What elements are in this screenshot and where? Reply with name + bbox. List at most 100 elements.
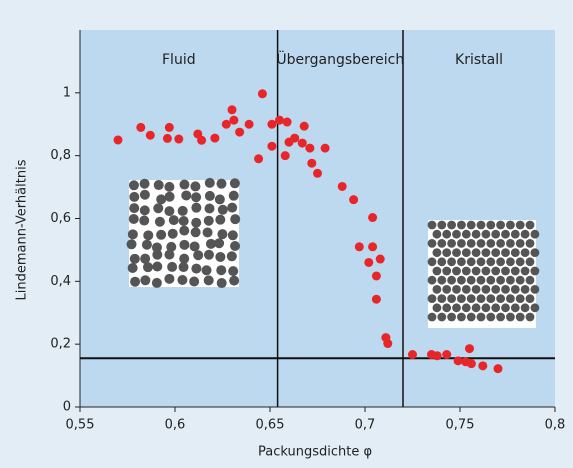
inset-dot <box>491 229 501 239</box>
inset-dot <box>496 312 505 322</box>
point <box>257 89 267 99</box>
inset-dot <box>442 266 452 276</box>
inset-dot <box>476 220 486 230</box>
inset-dot <box>204 177 215 188</box>
inset-dot <box>164 206 175 217</box>
inset-dot <box>127 262 138 273</box>
y-tick-label: 0 <box>63 400 71 415</box>
inset-dot <box>437 312 447 322</box>
inset-dot <box>437 257 447 267</box>
inset-dot <box>501 303 510 313</box>
inset-dot <box>153 180 164 191</box>
inset-dot <box>476 312 486 322</box>
inset-dot <box>217 229 228 240</box>
inset-dot <box>491 285 501 294</box>
point <box>442 350 452 360</box>
inset-dot <box>452 248 461 257</box>
inset-dot <box>167 228 178 239</box>
inset-dot <box>203 215 214 226</box>
inset-dot <box>442 248 452 257</box>
inset-dot <box>179 179 190 190</box>
inset-dot <box>457 312 466 322</box>
inset-dot <box>452 303 461 313</box>
inset-dot <box>177 205 188 216</box>
inset-dot <box>510 248 520 257</box>
inset-dot <box>215 214 226 225</box>
inset-dot <box>486 239 496 248</box>
point <box>368 242 378 252</box>
point <box>453 356 463 366</box>
inset-dot <box>525 275 535 285</box>
inset-dot <box>457 294 466 303</box>
inset-dot <box>191 192 202 203</box>
inset-dot <box>466 257 476 267</box>
point <box>371 294 381 304</box>
inset-dot <box>461 266 471 276</box>
inset-dot <box>501 266 510 276</box>
inset-dot <box>432 248 442 257</box>
inset-dot <box>520 303 530 313</box>
inset-dot <box>471 303 481 313</box>
inset-dot <box>191 202 202 213</box>
inset-dot <box>510 229 520 239</box>
inset-dot <box>457 275 466 285</box>
x-axis-label: Packungsdichte φ <box>258 445 372 460</box>
point <box>145 130 155 140</box>
inset-dot <box>230 240 241 251</box>
point <box>162 133 172 143</box>
inset-dot <box>140 275 151 286</box>
point <box>235 127 245 137</box>
inset-dot <box>164 181 175 192</box>
point <box>275 115 284 125</box>
inset-dot <box>427 220 437 230</box>
inset-dot <box>139 215 150 226</box>
x-tick-label: 0,55 <box>66 418 95 433</box>
inset-dot <box>447 294 456 303</box>
inset-dot <box>129 253 140 264</box>
inset-dot <box>230 214 241 225</box>
inset-dot <box>457 257 466 267</box>
point <box>280 151 290 161</box>
point <box>408 350 417 360</box>
inset-dot <box>229 275 240 286</box>
inset-dot <box>501 285 510 294</box>
point <box>307 158 317 168</box>
point <box>313 168 322 178</box>
point <box>432 351 442 361</box>
inset-dot <box>515 275 525 285</box>
insets <box>126 177 540 328</box>
x-tick-label: 0,6 <box>165 418 186 433</box>
inset-dot <box>437 294 447 303</box>
point <box>364 257 374 267</box>
point <box>349 195 359 205</box>
point <box>383 339 393 349</box>
inset-dot <box>214 238 225 249</box>
inset-dot <box>486 312 496 322</box>
region-label: Kristall <box>455 52 503 68</box>
inset-dot <box>151 277 162 288</box>
inset-dot <box>447 257 456 267</box>
x-tick-label: 0,8 <box>545 418 566 433</box>
inset-dot <box>466 220 476 230</box>
inset-dot <box>191 263 202 274</box>
inset-dot <box>496 275 505 285</box>
inset-dot <box>525 239 535 248</box>
y-tick-label: 0,8 <box>50 148 71 163</box>
inset-dot <box>476 275 486 285</box>
inset-dot <box>432 303 442 313</box>
inset-dot <box>506 275 515 285</box>
point <box>282 117 292 127</box>
inset-dot <box>496 294 505 303</box>
inset-dot <box>190 181 201 192</box>
inset-dot <box>179 225 190 236</box>
inset-dot <box>506 257 515 267</box>
inset-dot <box>476 239 486 248</box>
inset-dot <box>191 217 202 228</box>
region-label: Übergangsbereich <box>276 50 404 68</box>
inset-dot <box>481 266 491 276</box>
inset-dot <box>189 276 200 287</box>
inset-dot <box>432 285 442 294</box>
inset-dot <box>164 249 175 260</box>
inset-dot <box>228 190 239 201</box>
inset-dot <box>216 278 227 289</box>
